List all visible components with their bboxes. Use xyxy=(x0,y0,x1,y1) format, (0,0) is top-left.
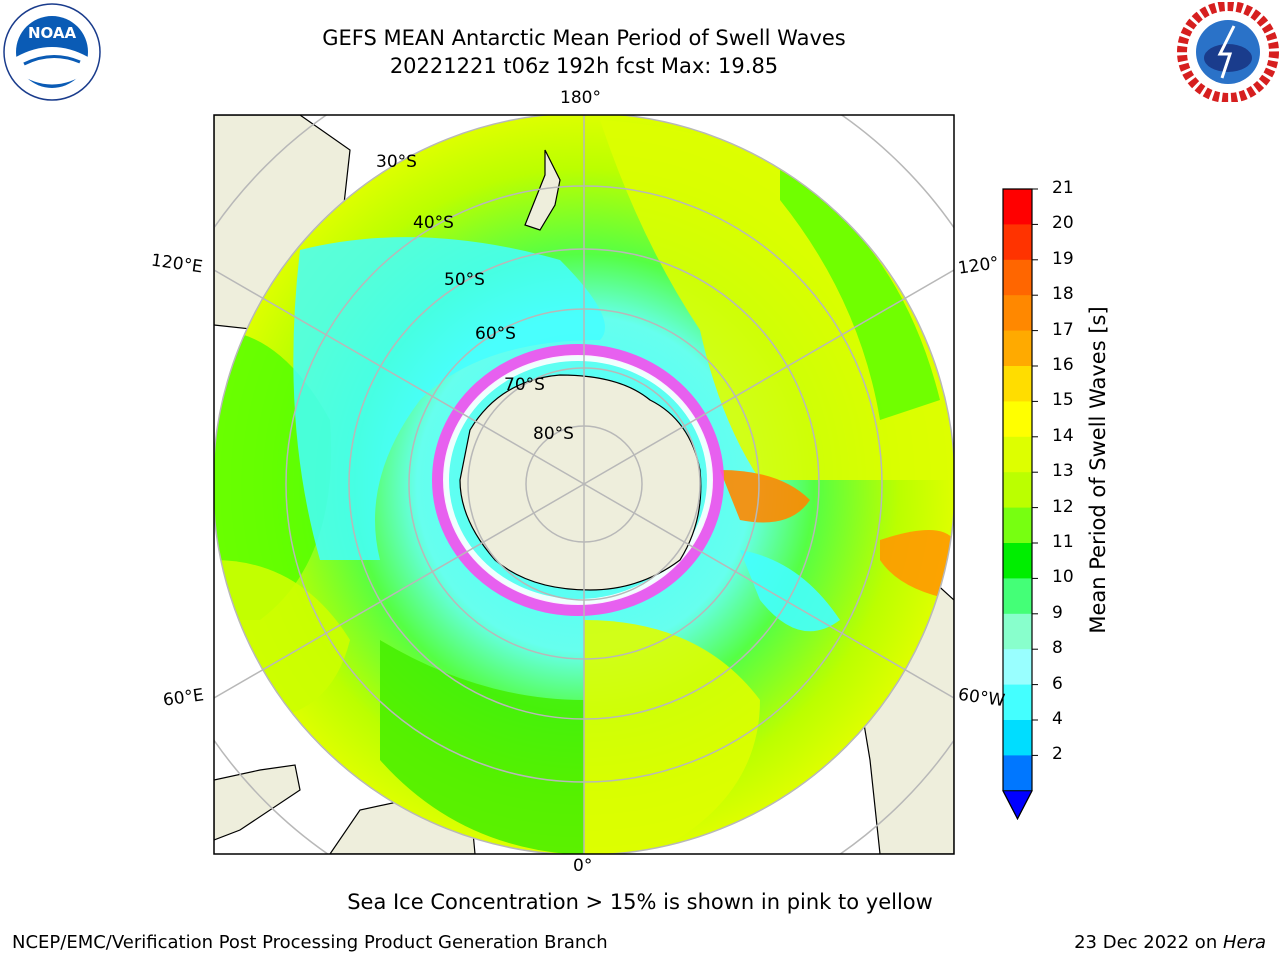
colorbar-tick-label: 19 xyxy=(1052,248,1074,269)
field-orange-chile xyxy=(880,530,954,600)
lat-label-50s: 50°S xyxy=(444,270,485,290)
colorbar-tick-label: 21 xyxy=(1052,178,1074,198)
colorbar-swatch xyxy=(1003,578,1032,615)
colorbar-swatch xyxy=(1003,224,1032,261)
lat-label-60s: 60°S xyxy=(475,324,516,344)
nws-logo xyxy=(1177,2,1279,102)
colorbar-swatch xyxy=(1003,684,1032,721)
sea-ice-ring xyxy=(432,344,724,616)
colorbar-tick-label: 12 xyxy=(1052,496,1074,517)
colorbar-tick-label: 15 xyxy=(1052,390,1074,411)
field-green-south-atlantic xyxy=(380,640,584,854)
colorbar-swatch xyxy=(1003,755,1032,792)
colorbar-tick-label: 4 xyxy=(1052,709,1063,729)
colorbar-swatch xyxy=(1003,401,1032,438)
colorbar-swatch xyxy=(1003,543,1032,579)
colorbar-tick-label: 9 xyxy=(1052,602,1063,623)
colorbar-swatch xyxy=(1003,507,1032,544)
field-green-pacific xyxy=(780,170,940,420)
colorbar-swatch xyxy=(1003,649,1032,686)
colorbar-swatch xyxy=(1003,330,1032,367)
svg-text:NOAA: NOAA xyxy=(28,24,77,42)
colorbar-tick-label: 20 xyxy=(1052,213,1074,234)
footer-host: Hera xyxy=(1222,932,1266,953)
noaa-logo: NOAA xyxy=(3,3,101,101)
colorbar-title: Mean Period of Swell Waves [s] xyxy=(1086,306,1110,634)
field-cyan-drake xyxy=(740,550,840,632)
lon-label-0: 0° xyxy=(573,856,593,876)
footer-branch: NCEP/EMC/Verification Post Processing Pr… xyxy=(12,932,608,953)
colorbar-swatch xyxy=(1003,295,1032,332)
colorbar-swatch xyxy=(1003,472,1032,509)
colorbar-swatch xyxy=(1003,366,1032,402)
colorbar-tick-label: 17 xyxy=(1052,319,1074,340)
colorbar-extend-arrow xyxy=(1002,790,1033,820)
chart-subtitle: 20221221 t06z 192h fcst Max: 19.85 xyxy=(389,54,779,78)
field-orange-east-pacific xyxy=(720,470,810,523)
colorbar xyxy=(1002,188,1038,821)
land-madagascar xyxy=(214,764,301,841)
lat-label-80s: 80°S xyxy=(533,424,574,444)
lat-label-70s: 70°S xyxy=(504,375,545,395)
map-frame xyxy=(213,114,955,855)
longitude-grid xyxy=(214,115,954,854)
lon-label-180: 180° xyxy=(560,88,601,108)
colorbar-outline xyxy=(1002,188,1033,821)
colorbar-swatch xyxy=(1003,436,1032,473)
colorbar-tick-label: 8 xyxy=(1052,638,1063,659)
land-new-zealand xyxy=(524,149,561,231)
colorbar-tick-label: 16 xyxy=(1052,355,1074,375)
colorbar-swatch xyxy=(1003,189,1032,225)
colorbar-tick-label: 11 xyxy=(1052,532,1074,552)
colorbar-tick-label: 14 xyxy=(1052,425,1074,446)
colorbar-swatch xyxy=(1003,613,1032,650)
colorbar-tick-label: 2 xyxy=(1052,744,1063,765)
chart-title: GEFS MEAN Antarctic Mean Period of Swell… xyxy=(322,26,846,50)
lat-label-40s: 40°S xyxy=(413,213,454,233)
colorbar-swatch xyxy=(1003,259,1032,296)
footer-date-text: 23 Dec 2022 on xyxy=(1074,932,1223,953)
colorbar-tick-label: 13 xyxy=(1052,461,1074,482)
colorbar-tick-label: 18 xyxy=(1052,284,1074,305)
lat-label-30s: 30°S xyxy=(376,152,417,172)
footer-date: 23 Dec 2022 on Hera xyxy=(1074,932,1266,953)
sea-ice-note: Sea Ice Concentration > 15% is shown in … xyxy=(347,890,933,914)
colorbar-tick-label: 6 xyxy=(1052,673,1063,694)
colorbar-tick-label: 10 xyxy=(1052,567,1074,588)
colorbar-swatch xyxy=(1003,720,1032,756)
